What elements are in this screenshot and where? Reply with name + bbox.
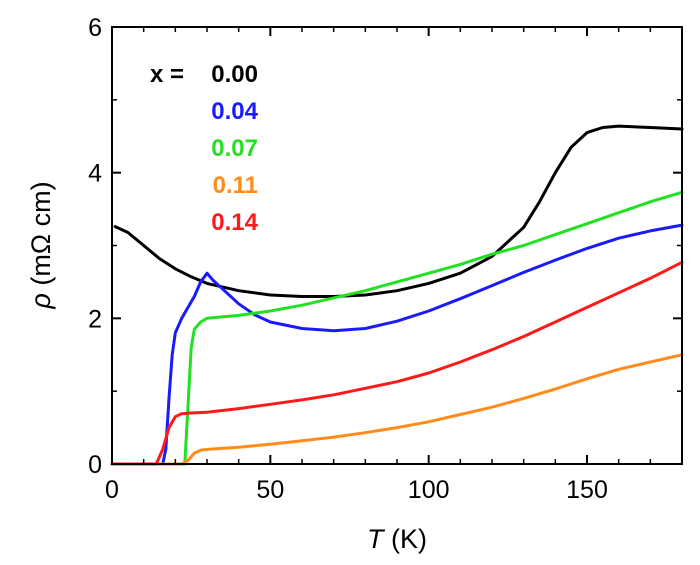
series-line-0.14 <box>110 260 684 466</box>
y-tick-label: 4 <box>88 160 102 188</box>
x-tick-label: 100 <box>408 476 450 504</box>
y-tick-label: 0 <box>88 451 102 479</box>
y-tick-label: 6 <box>88 14 102 42</box>
data-curves <box>110 124 684 466</box>
legend: 0.00 0.04 0.07 0.11 0.14 <box>211 61 258 236</box>
y-axis-label: ρ (mΩ cm) <box>26 181 56 309</box>
x-axis-symbol: T <box>367 524 386 554</box>
legend-title: x = <box>150 61 184 88</box>
y-axis-symbol: ρ <box>26 293 56 309</box>
tick-labels: 0 50 100 150 0 2 4 6 <box>88 14 608 504</box>
legend-entry-0.04: 0.04 <box>211 98 258 125</box>
x-axis-unit: (K) <box>384 524 428 554</box>
series-line-0.07 <box>110 190 684 466</box>
legend-entry-0.14: 0.14 <box>211 209 258 236</box>
x-tick-label: 150 <box>566 476 608 504</box>
axis-ticks <box>111 26 683 465</box>
x-axis-label: T (K) <box>367 524 427 554</box>
series-line-0.00 <box>113 124 684 298</box>
legend-entry-0.00: 0.00 <box>211 61 258 88</box>
legend-entry-0.07: 0.07 <box>211 135 258 162</box>
y-axis-unit: (mΩ cm) <box>26 181 56 293</box>
legend-entry-0.11: 0.11 <box>213 172 258 199</box>
x-tick-label: 0 <box>105 476 119 504</box>
y-tick-label: 2 <box>88 305 102 333</box>
series-line-0.11 <box>110 353 684 466</box>
x-tick-label: 50 <box>256 476 284 504</box>
